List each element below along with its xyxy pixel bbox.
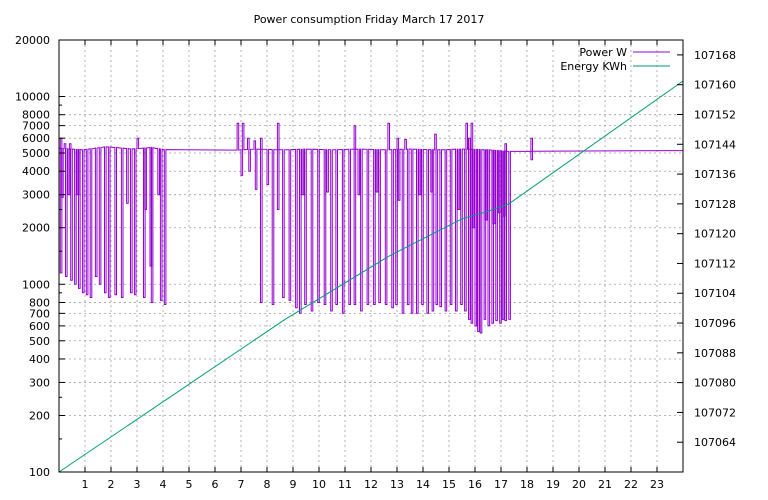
y-left-tick-label: 200 xyxy=(29,409,50,422)
y-right-tick-label: 107064 xyxy=(694,436,736,449)
x-tick-label: 21 xyxy=(598,478,612,491)
x-tick-label: 12 xyxy=(364,478,378,491)
y-left-tick-label: 800 xyxy=(29,296,50,309)
y-left-tick-label: 300 xyxy=(29,376,50,389)
x-tick-label: 8 xyxy=(264,478,271,491)
y-right-tick-label: 107072 xyxy=(694,406,736,419)
x-tick-label: 19 xyxy=(546,478,560,491)
x-tick-label: 17 xyxy=(494,478,508,491)
x-tick-label: 18 xyxy=(520,478,534,491)
y-right-tick-label: 107112 xyxy=(694,257,736,270)
chart-title: Power consumption Friday March 17 2017 xyxy=(254,13,485,26)
x-tick-label: 16 xyxy=(468,478,482,491)
y-right-tick-label: 107080 xyxy=(694,377,736,390)
y-left-tick-label: 5000 xyxy=(22,147,50,160)
power-series-line xyxy=(58,122,684,334)
x-tick-label: 5 xyxy=(186,478,193,491)
x-tick-label: 13 xyxy=(390,478,404,491)
y-left-tick-label: 20000 xyxy=(15,34,50,47)
x-tick-label: 9 xyxy=(290,478,297,491)
x-tick-label: 1 xyxy=(82,478,89,491)
legend-label: Power W xyxy=(579,46,627,59)
y-right-tick-label: 107128 xyxy=(694,198,736,211)
y-left-tick-label: 400 xyxy=(29,353,50,366)
energy-series-line xyxy=(58,80,684,473)
y-right-tick-label: 107120 xyxy=(694,228,736,241)
x-tick-label: 4 xyxy=(160,478,167,491)
y-left-tick-label: 10000 xyxy=(15,91,50,104)
legend-label: Energy KWh xyxy=(560,60,627,73)
y-right-tick-label: 107160 xyxy=(694,79,736,92)
y-left-tick-label: 100 xyxy=(29,466,50,479)
y-left-tick-label: 500 xyxy=(29,335,50,348)
x-tick-label: 15 xyxy=(442,478,456,491)
y-right-tick-label: 107152 xyxy=(694,108,736,121)
x-tick-label: 2 xyxy=(108,478,115,491)
x-tick-label: 11 xyxy=(338,478,352,491)
x-tick-label: 14 xyxy=(416,478,430,491)
y-right-tick-label: 107104 xyxy=(694,287,736,300)
x-tick-label: 22 xyxy=(624,478,638,491)
y-right-tick-label: 107136 xyxy=(694,168,736,181)
x-tick-label: 7 xyxy=(238,478,245,491)
y-left-tick-label: 3000 xyxy=(22,189,50,202)
y-left-tick-label: 8000 xyxy=(22,109,50,122)
x-tick-label: 10 xyxy=(312,478,326,491)
y-left-tick-label: 600 xyxy=(29,320,50,333)
series-layer xyxy=(58,80,684,473)
axis-layer: 1 2 3 4 5 6 7 8 9 10 11 12 13 14 15 16 17 18 19 20 21 22 23100… xyxy=(15,34,736,491)
y-left-tick-label: 6000 xyxy=(22,132,50,145)
y-right-tick-label: 107088 xyxy=(694,347,736,360)
x-tick-label: 23 xyxy=(650,478,664,491)
y-left-tick-label: 7000 xyxy=(22,120,50,133)
x-tick-label: 3 xyxy=(134,478,141,491)
y-left-tick-label: 700 xyxy=(29,307,50,320)
y-left-tick-label: 2000 xyxy=(22,222,50,235)
y-right-tick-label: 107096 xyxy=(694,317,736,330)
x-tick-label: 20 xyxy=(572,478,586,491)
y-left-tick-label: 4000 xyxy=(22,165,50,178)
y-right-tick-label: 107144 xyxy=(694,138,736,151)
x-tick-label: 6 xyxy=(212,478,219,491)
y-left-tick-label: 1000 xyxy=(22,278,50,291)
y-right-tick-label: 107168 xyxy=(694,49,736,62)
